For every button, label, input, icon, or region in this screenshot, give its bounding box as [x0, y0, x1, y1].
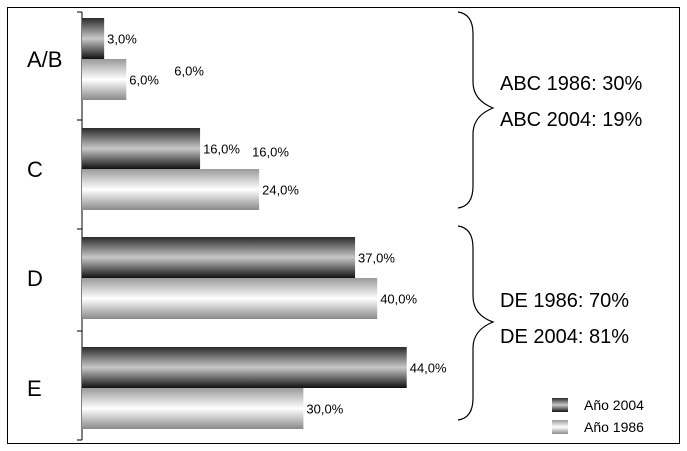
group-annotations: ABC 1986: 30% ABC 2004: 19% DE 1986: 70% DE… — [500, 73, 643, 348]
data-label-e-ano-1986: 30,0% — [306, 402, 343, 417]
legend: Año 2004 Año 1986 — [552, 397, 644, 435]
group-brace — [457, 11, 495, 209]
legend-label-ano-2004: Año 2004 — [584, 397, 644, 413]
bar-a-b-ano-2004 — [82, 18, 105, 59]
legend-label-ano-1986: Año 1986 — [584, 419, 644, 435]
category-label-d: D — [27, 266, 43, 291]
y-axis-ticks — [77, 11, 82, 441]
bar-e-ano-1986 — [82, 388, 304, 429]
bar-c-ano-2004 — [82, 128, 201, 169]
data-label-d-ano-2004: 37,0% — [358, 251, 395, 266]
extra-label-c: 16,0% — [252, 145, 289, 160]
bars — [82, 18, 407, 429]
bar-d-ano-1986 — [82, 278, 378, 319]
annotation-de-0: DE 1986: 70% — [500, 290, 629, 312]
data-label-c-ano-1986: 24,0% — [262, 183, 299, 198]
bar-a-b-ano-1986 — [82, 59, 127, 100]
bar-e-ano-2004 — [82, 347, 407, 388]
bar-c-ano-1986 — [82, 169, 260, 210]
category-labels: A/B C D E — [27, 47, 62, 401]
annotation-de-1: DE 2004: 81% — [500, 326, 629, 348]
group-brace — [457, 225, 495, 421]
data-label-e-ano-2004: 44,0% — [410, 361, 447, 376]
bar-d-ano-2004 — [82, 237, 356, 278]
data-label-a-b-ano-2004: 3,0% — [107, 32, 137, 47]
annotation-abc-1: ABC 2004: 19% — [500, 109, 643, 131]
group-braces — [457, 11, 495, 421]
extra-label-a-b: 6,0% — [174, 64, 204, 79]
data-label-d-ano-1986: 40,0% — [380, 292, 417, 307]
annotation-abc-0: ABC 1986: 30% — [500, 73, 643, 95]
value-labels: 3,0% 6,0% 16,0% 24,0% 37,0% 40,0% 44,0% 30,0% 6,… — [107, 32, 447, 417]
legend-swatch-ano-1986 — [552, 420, 568, 434]
legend-swatch-ano-2004 — [552, 398, 568, 412]
category-label-a-b: A/B — [27, 47, 62, 72]
category-label-c: C — [27, 157, 43, 182]
category-label-e: E — [27, 376, 42, 401]
data-label-c-ano-2004: 16,0% — [203, 142, 240, 157]
data-label-a-b-ano-1986: 6,0% — [129, 73, 159, 88]
